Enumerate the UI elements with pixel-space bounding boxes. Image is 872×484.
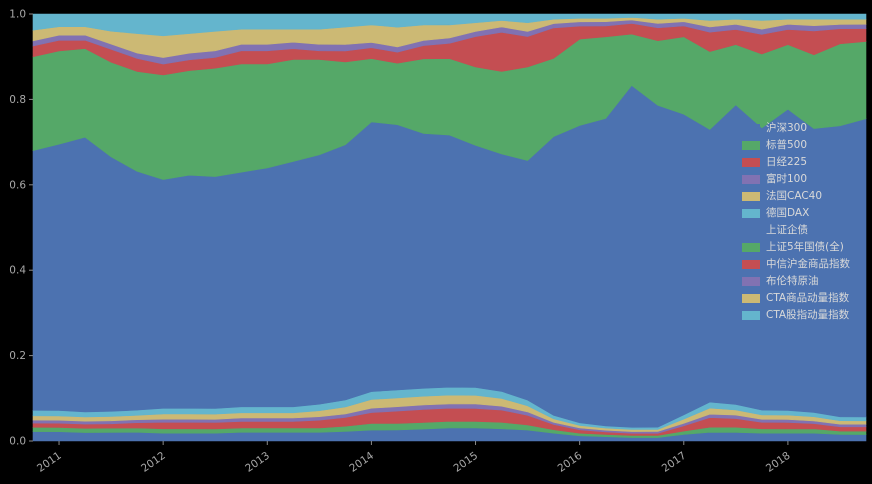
legend-label: 德国DAX [766,207,810,219]
y-tick-label: 0.8 [9,94,26,106]
y-tick-label: 0.2 [9,350,26,362]
legend-swatch-icon [742,293,760,303]
x-tick-label: 2014 [347,449,376,474]
legend-item: 标普500 [742,139,850,151]
legend-label: 上证企债 [766,224,808,236]
legend-swatch-icon [742,276,760,286]
legend-label: 上证5年国债(全) [766,241,844,253]
x-tick-label: 2015 [451,450,480,475]
legend-label: 中信沪金商品指数 [766,258,850,270]
area-series-11 [32,13,867,37]
legend-label: 沪深300 [766,122,808,134]
legend-item: 布伦特原油 [742,275,850,287]
y-tick-label: 0.4 [9,265,26,277]
legend-item: 中信沪金商品指数 [742,258,850,270]
legend-swatch-icon [742,174,760,184]
legend-item: CTA股指动量指数 [742,309,850,321]
x-tick-label: 2016 [556,449,585,474]
legend-label: 法国CAC40 [766,190,823,202]
legend-swatch-icon [742,259,760,269]
y-tick-label: 1.0 [9,9,26,21]
x-tick-label: 2012 [139,450,168,475]
legend-swatch-icon [742,242,760,252]
legend-item: 富时100 [742,173,850,185]
legend: 沪深300 标普500 日经225 富时100 法国CAC40 德国DAX 上证企债上证5年… [742,122,850,321]
legend-item: 沪深300 [742,122,850,134]
x-tick-label: 2017 [660,450,689,475]
x-tick-label: 2011 [35,450,64,475]
y-tick-label: 0.6 [9,179,26,191]
legend-item: 日经225 [742,156,850,168]
legend-label: 标普500 [766,139,808,151]
legend-swatch-icon [742,208,760,218]
legend-label: 日经225 [766,156,808,168]
legend-swatch-icon [742,140,760,150]
legend-swatch-icon [742,157,760,167]
legend-item: 法国CAC40 [742,190,850,202]
legend-item: 上证企债 [742,224,850,236]
y-tick-label: 0.0 [9,436,26,448]
legend-label: 富时100 [766,173,808,185]
legend-swatch-icon [742,225,760,235]
x-tick-label: 2018 [764,450,793,475]
legend-label: CTA股指动量指数 [766,309,850,321]
legend-item: CTA商品动量指数 [742,292,850,304]
legend-item: 德国DAX [742,207,850,219]
legend-swatch-icon [742,123,760,133]
legend-swatch-icon [742,191,760,201]
legend-label: 布伦特原油 [766,275,819,287]
x-tick-label: 2013 [243,450,272,475]
legend-swatch-icon [742,310,760,320]
legend-item: 上证5年国债(全) [742,241,850,253]
legend-label: CTA商品动量指数 [766,292,850,304]
